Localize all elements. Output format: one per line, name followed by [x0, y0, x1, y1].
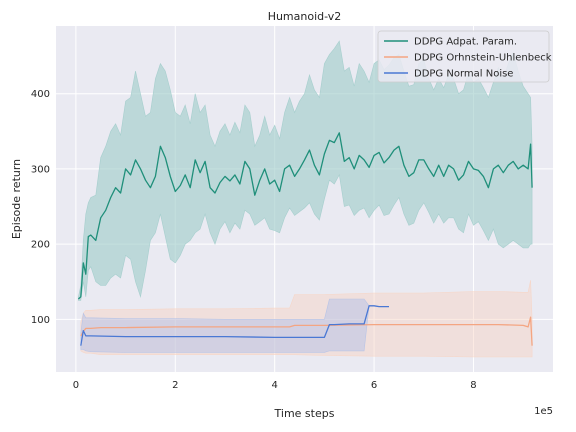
legend-label-normal-noise: DDPG Normal Noise [414, 69, 513, 80]
confidence-bands [78, 40, 533, 358]
x-tick-label: 0 [73, 380, 79, 391]
x-tick-labels: 0 2 4 6 8 [73, 380, 477, 391]
y-axis-label: Episode return [10, 159, 23, 239]
y-tick-label: 100 [31, 315, 50, 326]
x-tick-label: 4 [271, 380, 277, 391]
line-adaptive-param [77, 132, 533, 300]
legend-label-adaptive-param: DDPG Adpat. Param. [414, 37, 517, 48]
line-ornstein-uhlenbeck [80, 316, 533, 346]
line-normal-noise [80, 305, 389, 346]
legend: DDPG Adpat. Param. DDPG Orhnstein-Uhlenb… [377, 30, 552, 83]
x-axis-offset-label: 1e5 [534, 406, 553, 417]
y-tick-label: 300 [31, 164, 50, 175]
series-lines [77, 132, 533, 346]
y-tick-label: 400 [31, 89, 50, 100]
y-tick-labels: 100 200 300 400 [31, 89, 50, 326]
x-tick-label: 2 [172, 380, 178, 391]
x-axis-label: Time steps [274, 407, 335, 420]
legend-label-ornstein-uhlenbeck: DDPG Orhnstein-Uhlenbeck [414, 53, 552, 64]
band-adaptive-param [78, 40, 533, 301]
x-tick-label: 8 [470, 380, 476, 391]
band-ornstein-uhlenbeck [80, 280, 533, 358]
legend-box [377, 30, 550, 83]
y-tick-label: 200 [31, 240, 50, 251]
x-tick-label: 6 [371, 380, 377, 391]
chart-title: Humanoid-v2 [268, 10, 342, 23]
